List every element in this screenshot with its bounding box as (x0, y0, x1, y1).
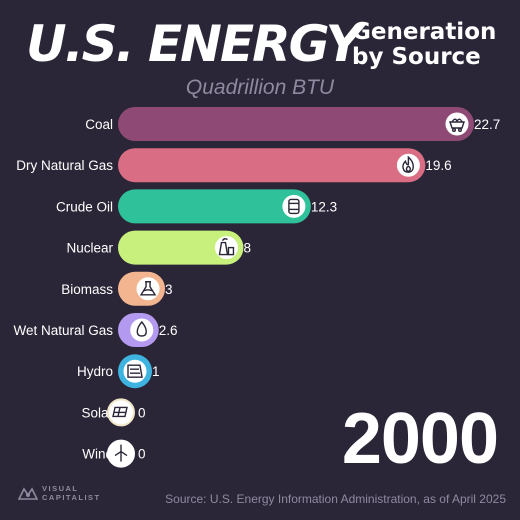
icon-badge (442, 109, 472, 139)
category-label: Wet Natural Gas (13, 323, 113, 338)
icon-badge (393, 150, 423, 180)
category-label: Dry Natural Gas (16, 158, 113, 173)
icon-badge (127, 315, 157, 345)
category-label: Nuclear (66, 241, 113, 256)
bar-row-crude-oil: Crude Oil 12.3 (56, 189, 337, 224)
value-label: 0 (138, 447, 146, 462)
bar-row-dry-natural-gas: Dry Natural Gas 19.6 (16, 148, 452, 183)
droplet-icon (136, 320, 147, 337)
bar-row-hydro: Hydro 1 (77, 354, 160, 389)
bar-row-solar: Solar 0 (81, 398, 146, 427)
value-label: 22.7 (474, 117, 500, 132)
logo-line2: CAPITALIST (42, 493, 101, 502)
value-label: 8 (243, 241, 251, 256)
category-label: Solar (81, 405, 113, 420)
wind-turbine-icon (114, 444, 128, 462)
flame-icon (402, 155, 414, 173)
category-label: Hydro (77, 364, 113, 379)
category-label: Coal (85, 117, 113, 132)
bar (118, 189, 311, 224)
side-title-line1: Generation (352, 19, 497, 45)
category-label: Crude Oil (56, 199, 113, 214)
value-label: 2.6 (159, 323, 178, 338)
value-label: 1 (152, 364, 160, 379)
logo-text: VISUAL CAPITALIST (42, 484, 101, 502)
main-title: U.S. ENERGY (26, 15, 362, 73)
bar (118, 230, 244, 265)
solar-panel-icon (112, 406, 128, 418)
oil-barrel-icon (288, 198, 300, 215)
year-label: 2000 (341, 399, 499, 479)
biomass-flask-icon (139, 281, 157, 296)
title-block: U.S. ENERGY Generation by Source Quadril… (0, 0, 520, 110)
bar (118, 107, 474, 141)
bar-row-wind: Wind 0 (82, 439, 146, 468)
visual-capitalist-logo-icon (18, 487, 38, 500)
units-subtitle: Quadrillion BTU (185, 76, 335, 99)
dam-icon (127, 364, 143, 378)
bar (118, 148, 426, 183)
category-label: Wind (82, 447, 113, 462)
logo-line1: VISUAL (42, 484, 79, 493)
bar-row-nuclear: Nuclear 8 (66, 230, 251, 265)
value-label: 19.6 (425, 158, 451, 173)
side-title: Generation by Source (352, 20, 496, 70)
value-label: 12.3 (311, 199, 337, 214)
icon-badge (120, 356, 150, 386)
icon-badge (279, 191, 309, 221)
source-note: Source: U.S. Energy Information Administ… (165, 492, 506, 506)
bar-row-wet-natural-gas: Wet Natural Gas 2.6 (13, 313, 178, 347)
value-label: 3 (165, 282, 173, 297)
side-title-line2: by Source (352, 44, 481, 70)
nuclear-plant-icon (218, 238, 235, 256)
brand-logo: VISUAL CAPITALIST (18, 484, 101, 502)
category-label: Biomass (61, 282, 113, 297)
value-label: 0 (138, 405, 146, 420)
bar-row-biomass: Biomass 3 (61, 271, 173, 306)
bar-row-coal: Coal 22.7 (85, 107, 500, 141)
coal-cart-icon (449, 118, 465, 132)
icon-badge (133, 274, 163, 304)
